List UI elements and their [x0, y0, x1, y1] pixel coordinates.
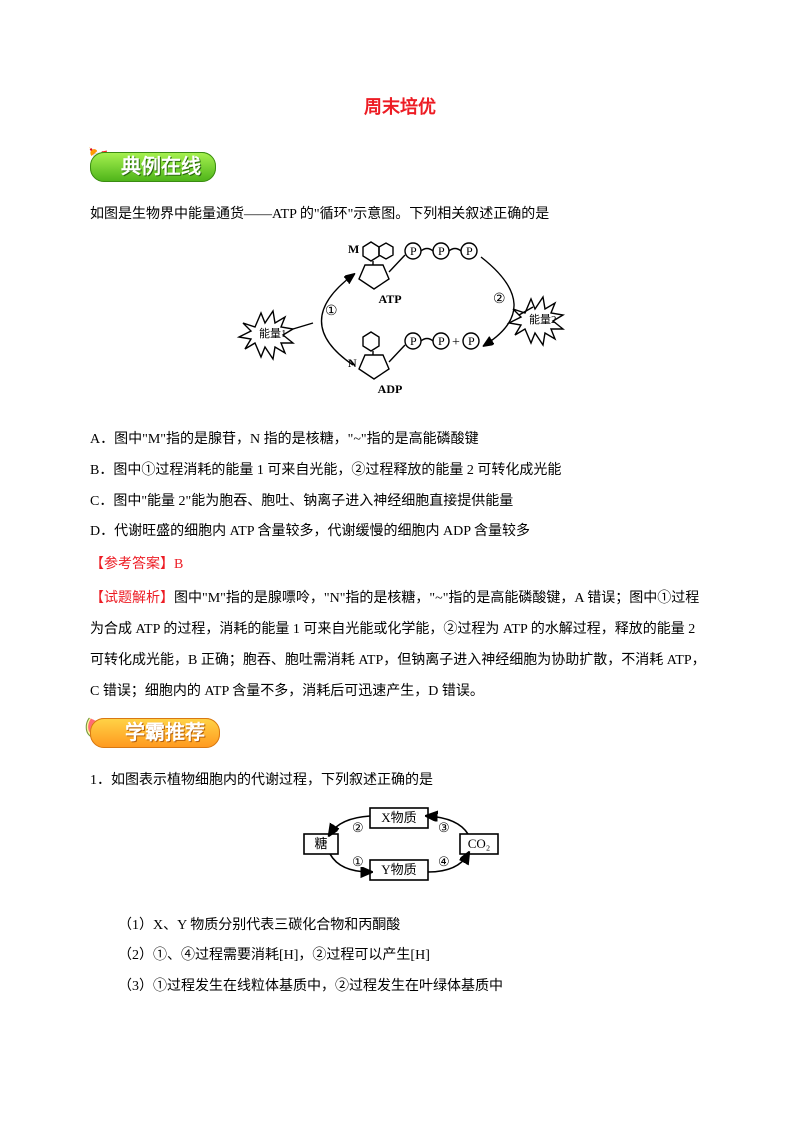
num-4: ④ — [438, 854, 450, 869]
option-b: B．图中①过程消耗的能量 1 可来自光能，②过程释放的能量 2 可转化成光能 — [90, 458, 710, 485]
adp-label: ADP — [378, 382, 403, 396]
option-c: C．图中"能量 2"能为胞吞、胞吐、钠离子进入神经细胞直接提供能量 — [90, 489, 710, 516]
energy-2-label: 能量2 — [529, 312, 557, 326]
energy-1-label: 能量1 — [259, 326, 287, 340]
analysis-label: 【试题解析】 — [90, 591, 174, 606]
sugar-label: 糖 — [314, 836, 327, 851]
intro-text: 如图是生物界中能量通货——ATP 的"循环"示意图。下列相关叙述正确的是 — [90, 202, 710, 229]
analysis-body: 图中"M"指的是腺嘌呤，"N"指的是核糖，"~"指的是高能磷酸键，A 错误；图中… — [90, 591, 706, 698]
answer-label: 【参考答案】 — [90, 557, 174, 572]
recommend-badge: 🍉 学霸推荐 — [90, 714, 220, 752]
plus-label: + — [452, 335, 460, 350]
q1-sub1: （1）X、Y 物质分别代表三碳化合物和丙酮酸 — [118, 913, 710, 940]
p-label: P — [438, 244, 445, 258]
energy-1-burst: 能量1 — [239, 311, 313, 359]
page-title: 周末培优 — [90, 90, 710, 124]
q1-sub2: （2）①、④过程需要消耗[H]，②过程可以产生[H] — [118, 943, 710, 970]
example-badge-text: 典例在线 — [90, 152, 216, 182]
p-label: P — [466, 244, 473, 258]
p-label: P — [410, 334, 417, 348]
num-3: ③ — [438, 820, 450, 835]
q1-subitems: （1）X、Y 物质分别代表三碳化合物和丙酮酸 （2）①、④过程需要消耗[H]，②… — [118, 913, 710, 1001]
example-badge: 🍹 典例在线 — [90, 148, 216, 186]
p-label: P — [438, 334, 445, 348]
num-1: ① — [352, 854, 364, 869]
answer-line: 【参考答案】B — [90, 552, 710, 579]
process-1-label: ① — [325, 304, 338, 319]
num-2: ② — [352, 820, 364, 835]
co2-label: CO₂ — [468, 836, 491, 851]
x-label: X物质 — [381, 810, 416, 825]
metabolism-diagram: X物质 Y物质 糖 CO₂ ② ① ③ ④ — [90, 802, 710, 903]
atp-label: ATP — [378, 292, 401, 306]
analysis-block: 【试题解析】图中"M"指的是腺嘌呤，"N"指的是核糖，"~"指的是高能磷酸键，A… — [90, 584, 710, 707]
adp-structure: + P P P N ADP — [348, 332, 479, 396]
atp-structure: P P P M ATP — [348, 242, 477, 306]
energy-2-burst: 能量2 — [509, 297, 563, 345]
q1-sub3: （3）①过程发生在线粒体基质中，②过程发生在叶绿体基质中 — [118, 974, 710, 1001]
option-d: D．代谢旺盛的细胞内 ATP 含量较多，代谢缓慢的细胞内 ADP 含量较多 — [90, 519, 710, 546]
p-label: P — [468, 334, 475, 348]
q1-stem: 1．如图表示植物细胞内的代谢过程，下列叙述正确的是 — [90, 768, 710, 795]
p-label: P — [410, 244, 417, 258]
atp-cycle-diagram: P P P M ATP + P P P N ADP ① ② — [90, 237, 710, 418]
option-a: A．图中"M"指的是腺苷，N 指的是核糖，"~"指的是高能磷酸键 — [90, 427, 710, 454]
recommend-badge-text: 学霸推荐 — [90, 718, 220, 748]
y-label: Y物质 — [381, 862, 416, 877]
m-label: M — [348, 242, 359, 256]
process-2-label: ② — [493, 292, 506, 307]
answer-value: B — [174, 557, 183, 572]
